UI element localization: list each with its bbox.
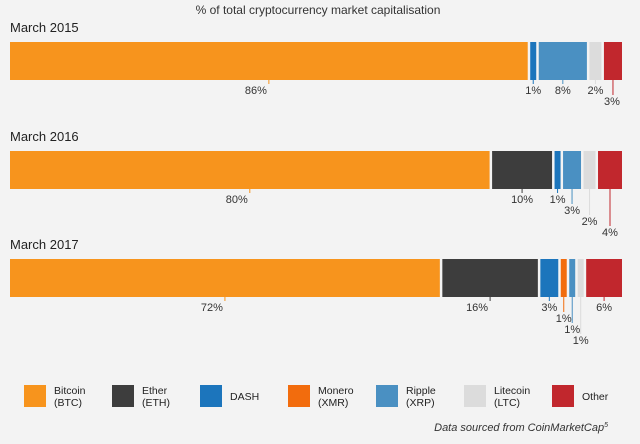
legend-item-ether-eth: Ether(ETH) bbox=[112, 385, 170, 409]
data-label: 3% bbox=[564, 205, 580, 217]
data-label: 2% bbox=[587, 85, 603, 97]
legend-swatch bbox=[376, 385, 398, 407]
data-label: 1% bbox=[564, 324, 580, 336]
bar-segment-dash bbox=[554, 151, 561, 189]
bar-segment-ether-eth bbox=[492, 151, 553, 189]
legend-item-dash: DASH bbox=[200, 385, 259, 407]
data-label: 1% bbox=[550, 194, 566, 206]
bar-segment-dash bbox=[540, 259, 559, 297]
data-label: 3% bbox=[604, 96, 620, 108]
legend: Bitcoin(BTC) Ether(ETH) DASH Monero(XMR) Rip… bbox=[24, 385, 609, 409]
bar-segment-other bbox=[586, 259, 622, 297]
legend-swatch bbox=[288, 385, 310, 407]
data-label: 86% bbox=[245, 85, 267, 97]
data-label: 1% bbox=[556, 313, 572, 325]
legend-label: Monero bbox=[318, 385, 354, 397]
bar-segment-dash bbox=[530, 42, 537, 80]
bar-segment-other bbox=[598, 151, 622, 189]
legend-item-ripple-xrp: Ripple(XRP) bbox=[376, 385, 436, 409]
legend-label: (XMR) bbox=[318, 397, 348, 409]
bar-segment-bitcoin-btc bbox=[10, 151, 490, 189]
bar-segment-bitcoin-btc bbox=[10, 259, 440, 297]
legend-label: Ether bbox=[142, 385, 168, 397]
legend-label: (BTC) bbox=[54, 397, 82, 409]
data-label: 1% bbox=[573, 335, 589, 347]
data-label: 2% bbox=[582, 216, 598, 228]
row-label: March 2017 bbox=[10, 237, 79, 252]
legend-item-litecoin-ltc: Litecoin(LTC) bbox=[464, 385, 530, 409]
data-label: 4% bbox=[602, 227, 618, 239]
legend-label: (XRP) bbox=[406, 397, 435, 409]
bar-segment-other bbox=[603, 42, 622, 80]
data-label: 10% bbox=[511, 194, 533, 206]
bar-segment-bitcoin-btc bbox=[10, 42, 528, 80]
legend-label: Litecoin bbox=[494, 385, 530, 397]
legend-label: Ripple bbox=[406, 385, 436, 397]
row-label: March 2015 bbox=[10, 20, 79, 35]
data-label: 72% bbox=[201, 302, 223, 314]
bar-segment-ether-eth bbox=[442, 259, 538, 297]
bar-segment-monero-xmr bbox=[560, 259, 567, 297]
legend-label: DASH bbox=[230, 391, 259, 403]
bar-segment-ripple-xrp bbox=[569, 259, 576, 297]
legend-label: (LTC) bbox=[494, 397, 520, 409]
data-label: 1% bbox=[525, 85, 541, 97]
row-label: March 2016 bbox=[10, 129, 79, 144]
legend-label: Bitcoin bbox=[54, 385, 86, 397]
source-text: Data sourced from CoinMarketCap bbox=[434, 422, 604, 434]
legend-swatch bbox=[24, 385, 46, 407]
legend-swatch bbox=[552, 385, 574, 407]
legend-item-monero-xmr: Monero(XMR) bbox=[288, 385, 354, 409]
data-label: 3% bbox=[541, 302, 557, 314]
bar-segment-litecoin-ltc bbox=[577, 259, 584, 297]
data-label: 16% bbox=[466, 302, 488, 314]
legend-swatch bbox=[464, 385, 486, 407]
bar-segment-ripple-xrp bbox=[538, 42, 587, 80]
legend-swatch bbox=[200, 385, 222, 407]
legend-swatch bbox=[112, 385, 134, 407]
source-footnote: 5 bbox=[604, 422, 608, 429]
source-note: Data sourced from CoinMarketCap5 bbox=[434, 422, 608, 434]
legend-label: Other bbox=[582, 391, 609, 403]
legend-label: (ETH) bbox=[142, 397, 170, 409]
data-label: 80% bbox=[226, 194, 248, 206]
bar-row-march-2016: March 2016 80% 10% 1%3%2% 4% bbox=[10, 129, 622, 239]
bar-row-march-2015: March 2015 86% 1% 8% 2%3% bbox=[10, 20, 622, 108]
bar-segment-litecoin-ltc bbox=[583, 151, 596, 189]
legend-item-other: Other bbox=[552, 385, 609, 407]
legend-item-bitcoin-btc: Bitcoin(BTC) bbox=[24, 385, 86, 409]
chart-title: % of total cryptocurrency market capital… bbox=[196, 3, 441, 17]
bar-segment-litecoin-ltc bbox=[589, 42, 602, 80]
data-label: 6% bbox=[596, 302, 612, 314]
bar-segment-ripple-xrp bbox=[563, 151, 582, 189]
data-label: 8% bbox=[555, 85, 571, 97]
